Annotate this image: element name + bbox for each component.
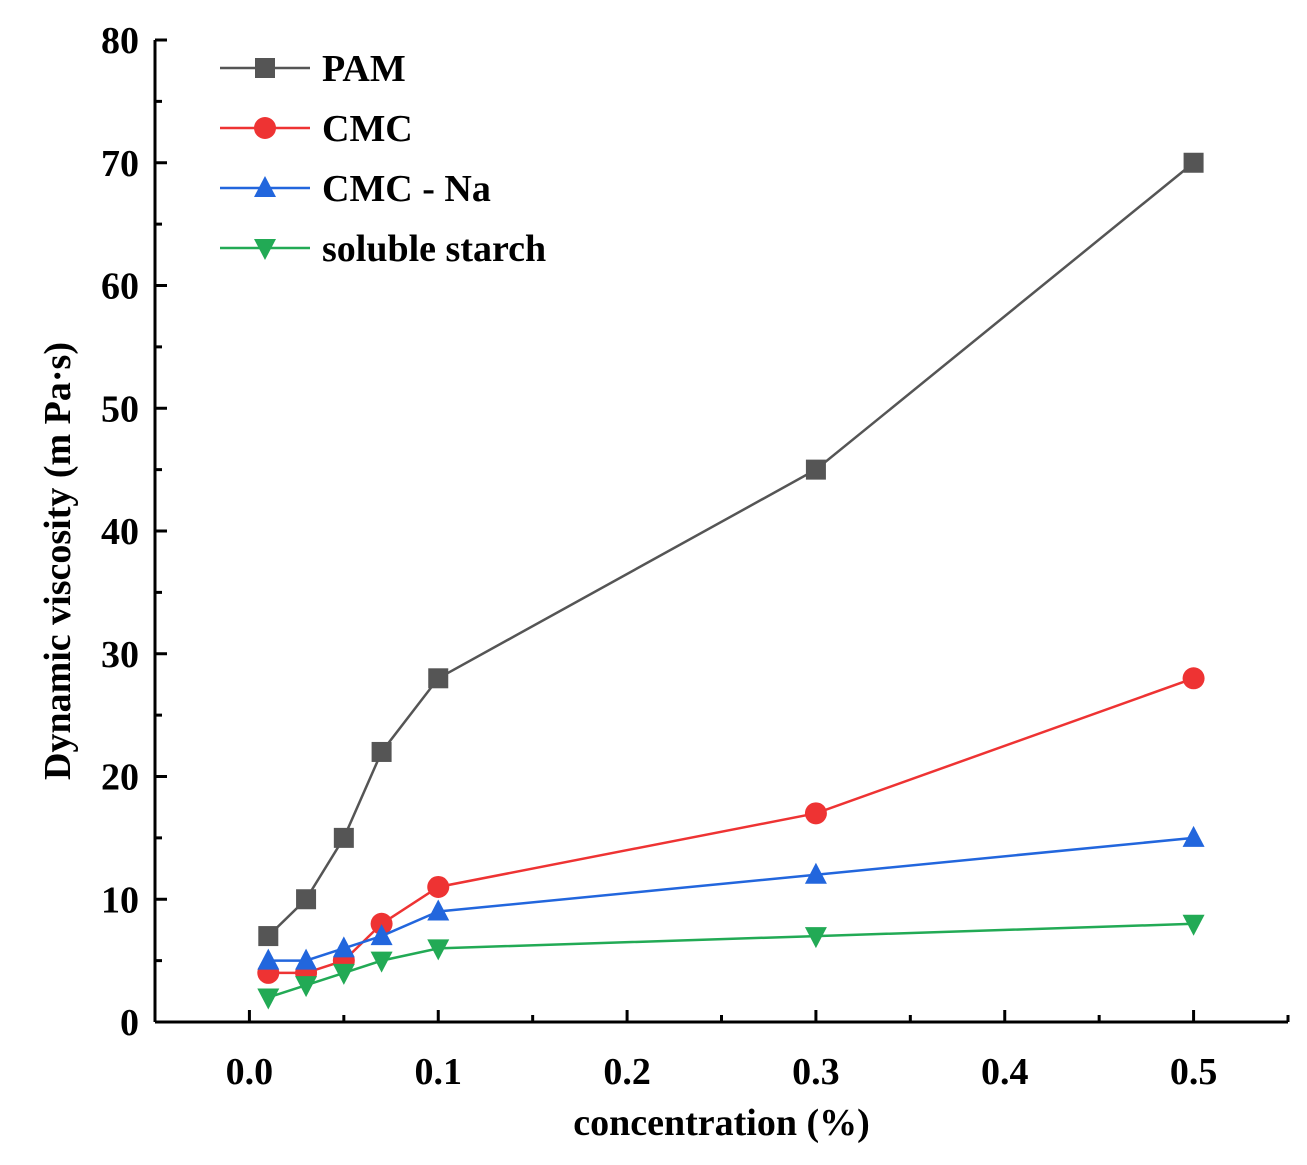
- data-point: [257, 988, 280, 1010]
- legend-label: CMC: [322, 108, 413, 150]
- data-point: [370, 924, 393, 946]
- legend-label: PAM: [322, 48, 406, 90]
- y-tick-label: 10: [101, 879, 139, 921]
- x-tick-label: 0.0: [226, 1051, 274, 1093]
- data-point: [804, 927, 827, 949]
- data-point: [1182, 825, 1205, 847]
- data-point: [371, 741, 392, 762]
- y-tick-label: 70: [101, 143, 139, 185]
- series-line: [267, 922, 1194, 999]
- y-tick-label: 60: [101, 266, 139, 308]
- data-point: [370, 912, 393, 935]
- legend-item: PAM: [220, 48, 406, 90]
- data-point: [1182, 914, 1205, 936]
- series-pam: [258, 152, 1204, 947]
- data-point: [804, 862, 827, 884]
- data-point: [428, 668, 449, 689]
- data-point: [804, 802, 827, 825]
- x-tick-label: 0.2: [603, 1051, 651, 1093]
- x-tick-label: 0.3: [792, 1051, 840, 1093]
- legend-marker: [255, 58, 275, 78]
- x-axis-title: concentration (%): [573, 1102, 870, 1144]
- data-point: [333, 827, 354, 848]
- y-tick-label: 80: [101, 20, 139, 62]
- y-axis-title: Dynamic viscosity (m Pa·s): [37, 342, 79, 780]
- series-cmc-na: [257, 825, 1205, 970]
- series-cmc: [257, 667, 1205, 984]
- series-line: [268, 836, 1194, 962]
- y-tick-label: 0: [120, 1002, 139, 1044]
- data-point: [332, 936, 355, 958]
- data-point: [1183, 152, 1204, 173]
- legend-item: soluble starch: [220, 228, 546, 270]
- data-point: [427, 875, 450, 898]
- data-point: [370, 951, 393, 973]
- axes: 0 10 20 30 40 50 60 70 80 0.0 0.1 0.2 0.3 0.4 0.5: [101, 20, 1290, 1093]
- legend: PAM CMC CMC - Na soluble starch: [220, 48, 546, 270]
- data-point: [332, 963, 355, 985]
- data-point: [296, 889, 317, 910]
- data-point: [427, 939, 450, 961]
- y-tick-label: 40: [101, 511, 139, 553]
- y-tick-label: 50: [101, 388, 139, 430]
- legend-marker: [254, 239, 276, 260]
- legend-marker: [254, 117, 276, 139]
- data-point: [1182, 667, 1205, 690]
- data-point: [427, 899, 450, 921]
- x-tick-label: 0.5: [1170, 1051, 1218, 1093]
- y-tick-label: 20: [101, 757, 139, 799]
- series-layer: [257, 152, 1205, 1010]
- x-tick-label: 0.4: [981, 1051, 1029, 1093]
- legend-item: CMC - Na: [220, 168, 491, 210]
- legend-label: CMC - Na: [322, 168, 491, 210]
- data-point: [258, 926, 279, 947]
- data-point: [295, 976, 318, 998]
- x-tick-label: 0.1: [415, 1051, 463, 1093]
- data-point: [295, 948, 318, 970]
- legend-label: soluble starch: [322, 228, 546, 270]
- legend-item: CMC: [220, 108, 413, 150]
- series-soluble-starch: [257, 914, 1205, 1010]
- y-tick-label: 30: [101, 634, 139, 676]
- data-point: [257, 948, 280, 970]
- data-point: [805, 459, 826, 480]
- series-line: [267, 161, 1195, 937]
- legend-marker: [254, 176, 276, 197]
